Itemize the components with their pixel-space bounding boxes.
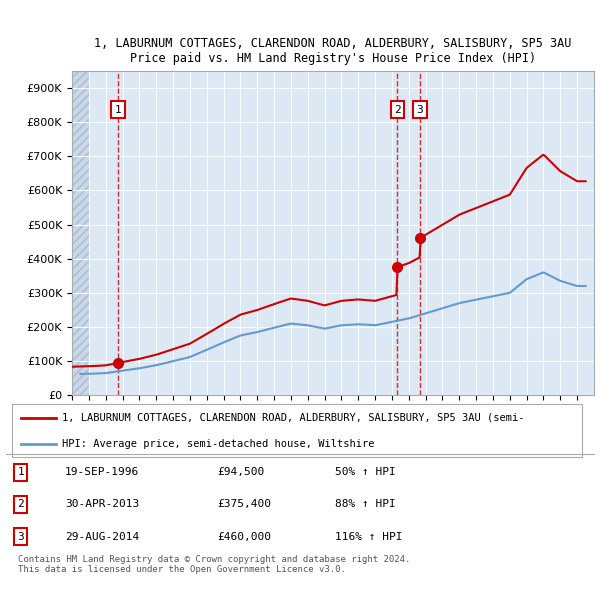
Text: £94,500: £94,500 [218, 467, 265, 477]
Text: 50% ↑ HPI: 50% ↑ HPI [335, 467, 396, 477]
Text: 1: 1 [115, 105, 121, 114]
Text: 116% ↑ HPI: 116% ↑ HPI [335, 532, 403, 542]
Text: £375,400: £375,400 [218, 500, 272, 509]
Text: £460,000: £460,000 [218, 532, 272, 542]
Text: 3: 3 [416, 105, 423, 114]
Text: 2: 2 [394, 105, 401, 114]
FancyBboxPatch shape [12, 404, 582, 457]
Text: 29-AUG-2014: 29-AUG-2014 [65, 532, 139, 542]
Text: Contains HM Land Registry data © Crown copyright and database right 2024.
This d: Contains HM Land Registry data © Crown c… [18, 555, 410, 574]
Text: 1, LABURNUM COTTAGES, CLARENDON ROAD, ALDERBURY, SALISBURY, SP5 3AU (semi-: 1, LABURNUM COTTAGES, CLARENDON ROAD, AL… [62, 413, 524, 422]
Text: 1: 1 [17, 467, 24, 477]
Text: 2: 2 [17, 500, 24, 509]
Title: 1, LABURNUM COTTAGES, CLARENDON ROAD, ALDERBURY, SALISBURY, SP5 3AU
Price paid v: 1, LABURNUM COTTAGES, CLARENDON ROAD, AL… [94, 38, 572, 65]
Text: 3: 3 [17, 532, 24, 542]
Text: HPI: Average price, semi-detached house, Wiltshire: HPI: Average price, semi-detached house,… [62, 440, 374, 449]
Text: 88% ↑ HPI: 88% ↑ HPI [335, 500, 396, 509]
Text: 30-APR-2013: 30-APR-2013 [65, 500, 139, 509]
Text: 19-SEP-1996: 19-SEP-1996 [65, 467, 139, 477]
Bar [72, 71, 89, 395]
